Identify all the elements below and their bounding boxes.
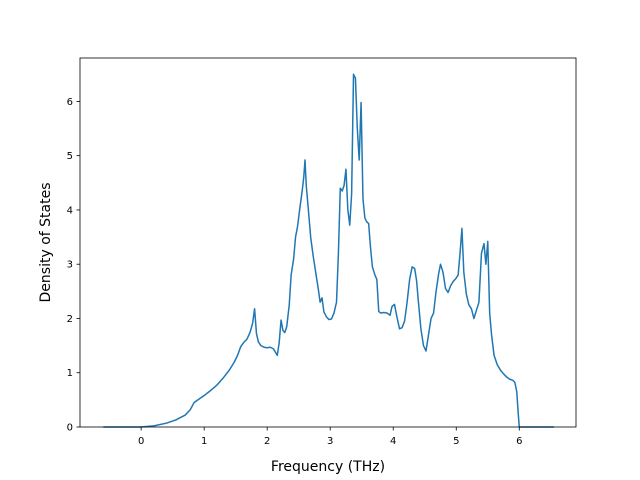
- y-tick-label: 5: [67, 151, 73, 162]
- y-tick-label: 6: [67, 97, 73, 108]
- x-tick-label: 0: [138, 436, 144, 447]
- x-tick-label: 1: [201, 436, 207, 447]
- y-tick-label: 1: [67, 368, 73, 379]
- y-axis-label: Density of States: [38, 183, 54, 303]
- y-axis-ticks: 0 1 2 3 4 5 6: [67, 97, 80, 434]
- y-tick-label: 3: [67, 260, 73, 271]
- plot-area: [103, 73, 554, 428]
- y-tick-label: 4: [67, 205, 73, 216]
- y-tick-label: 0: [67, 423, 73, 434]
- axes-frame: [79, 57, 577, 428]
- x-tick-label: 3: [327, 436, 333, 447]
- series-line-0: [103, 73, 554, 428]
- x-tick-label: 6: [516, 436, 522, 447]
- x-axis-label: Frequency (THz): [271, 459, 385, 475]
- x-tick-label: 2: [264, 436, 270, 447]
- x-tick-label: 4: [390, 436, 396, 447]
- y-tick-label: 2: [67, 314, 73, 325]
- x-tick-label: 5: [453, 436, 459, 447]
- x-axis-ticks: 0 1 2 3 4 5 6: [138, 427, 522, 447]
